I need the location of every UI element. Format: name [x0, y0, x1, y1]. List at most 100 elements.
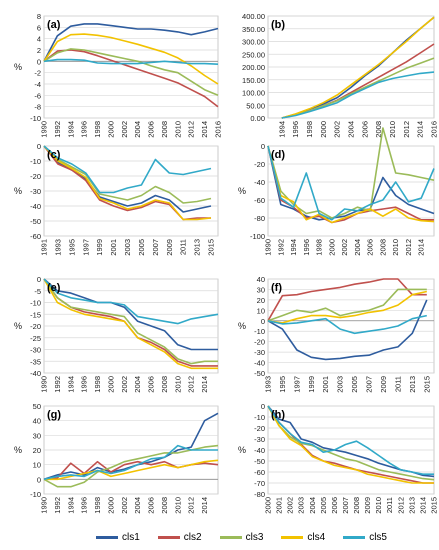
x-tick-label: 1990: [40, 376, 49, 393]
x-tick-label: 2010: [374, 497, 383, 514]
x-tick-label: 2004: [133, 121, 142, 138]
series-line-cls4: [267, 405, 434, 484]
x-tick-label: 2002: [286, 497, 295, 514]
legend-label: cls1: [122, 531, 140, 543]
x-tick-label: 2004: [133, 497, 142, 514]
x-tick-label: 2008: [160, 376, 169, 393]
x-tick-label: 1991: [40, 239, 49, 256]
panel-g: -10 0 10 20 30 40 50 1990 1992 1994 1996 1998 2000 20…: [14, 402, 219, 514]
y-tick-label: 350.00: [242, 25, 265, 34]
x-tick-label: 2013: [193, 239, 202, 256]
x-tick-label: 1996: [302, 239, 311, 256]
y-tick-label: 10: [257, 306, 265, 315]
y-axis-label: %: [238, 321, 246, 331]
y-tick-label: 30: [33, 431, 41, 440]
x-tick-label: 1994: [66, 376, 75, 393]
y-tick-label: -40: [254, 359, 265, 368]
y-tick-label: 0: [261, 402, 265, 411]
legend-item-cls4: cls4: [281, 532, 325, 543]
x-tick-label: 1995: [278, 376, 287, 393]
x-tick-label: 1999: [307, 376, 316, 393]
y-tick-label: 100.00: [242, 89, 265, 98]
x-tick-label: 2011: [179, 239, 188, 255]
y-tick-label: 40: [33, 417, 41, 426]
series-line-cls4: [281, 16, 435, 119]
x-tick-label: 2008: [160, 121, 169, 138]
y-tick-label: -4: [34, 80, 41, 89]
x-tick-label: 2014: [418, 497, 427, 514]
y-tick-label: -30: [254, 348, 265, 357]
y-tick-label: 40: [257, 275, 265, 284]
x-tick-label: 1994: [66, 497, 75, 514]
y-tick-label: -20: [254, 160, 265, 169]
x-tick-label: 2008: [160, 497, 169, 514]
x-tick-label: 1992: [276, 239, 285, 256]
y-tick-label: -20: [254, 338, 265, 347]
y-tick-label: 30: [257, 285, 265, 294]
y-tick-label: 150.00: [242, 76, 265, 85]
x-tick-label: 1996: [291, 121, 300, 138]
legend-swatch: [219, 535, 242, 539]
y-axis-label: %: [14, 62, 22, 72]
series-line-cls1: [43, 278, 218, 351]
panel-c: -60 -50 -40 -30 -20 -10 0 1991 1993 1995 1997 1999 2…: [14, 142, 219, 256]
x-tick-label: 2002: [120, 497, 129, 514]
series-line-cls3: [43, 278, 218, 365]
legend-swatch: [96, 535, 118, 539]
y-tick-label: -20: [30, 322, 41, 331]
x-tick-label: 2000: [319, 121, 328, 138]
legend: cls1 cls2 cls3 cls4 cls5: [96, 529, 396, 545]
y-tick-label: -70: [254, 479, 265, 488]
series-line-cls5: [281, 71, 435, 119]
plot-area: [267, 278, 435, 374]
y-tick-label: -40: [30, 202, 41, 211]
x-tick-label: 1992: [53, 376, 62, 393]
x-tick-label: 2002: [120, 121, 129, 138]
legend-item-cls3: cls3: [219, 532, 263, 543]
legend-item-cls2: cls2: [157, 532, 202, 543]
x-tick-label: 2004: [353, 239, 362, 256]
x-tick-label: 2012: [187, 497, 196, 514]
x-tick-label: 2014: [200, 376, 209, 393]
y-tick-label: -80: [254, 214, 265, 223]
y-tick-label: 10: [33, 461, 41, 470]
series-line-cls4: [43, 278, 218, 370]
x-tick-label: 2014: [200, 121, 209, 138]
series-line-cls5: [267, 145, 435, 221]
x-tick-label: 2007: [151, 239, 160, 256]
x-tick-label: 1994: [277, 121, 286, 138]
series-line-cls5: [43, 278, 219, 325]
x-tick-label: 1996: [80, 121, 89, 138]
x-tick-label: 2014: [416, 121, 425, 138]
x-tick-label: 1994: [66, 121, 75, 138]
x-tick-label: 1992: [53, 121, 62, 138]
series-line-cls1: [267, 145, 435, 221]
x-tick-label: 1993: [53, 239, 62, 256]
plot-area: [267, 145, 435, 237]
x-tick-label: 2000: [106, 497, 115, 514]
series-line-cls5: [43, 145, 212, 194]
x-tick-label: 2015: [207, 239, 216, 256]
x-tick-label: 2001: [321, 376, 330, 393]
y-tick-label: 200.00: [242, 63, 265, 72]
y-tick-label: -5: [34, 287, 41, 296]
y-tick-label: -80: [254, 490, 265, 499]
x-tick-label: 2009: [165, 239, 174, 256]
x-tick-label: 1992: [53, 497, 62, 514]
x-tick-label: 2000: [327, 239, 336, 256]
y-tick-label: 4: [37, 35, 41, 44]
x-tick-label: 1998: [93, 497, 102, 514]
x-tick-label: 2008: [374, 121, 383, 138]
panel-e: -40 -35 -30 -25 -20 -15 -10 -5 0 1990 1992 1994 1996…: [14, 275, 219, 393]
legend-swatch: [343, 535, 366, 539]
y-tick-label: 300.00: [242, 38, 265, 47]
series-line-cls3: [267, 405, 435, 481]
y-tick-label: -40: [30, 369, 41, 378]
x-tick-label: 2003: [123, 239, 132, 256]
x-tick-label: 2001: [109, 239, 118, 256]
y-tick-label: -25: [30, 334, 41, 343]
y-tick-label: -10: [254, 327, 265, 336]
